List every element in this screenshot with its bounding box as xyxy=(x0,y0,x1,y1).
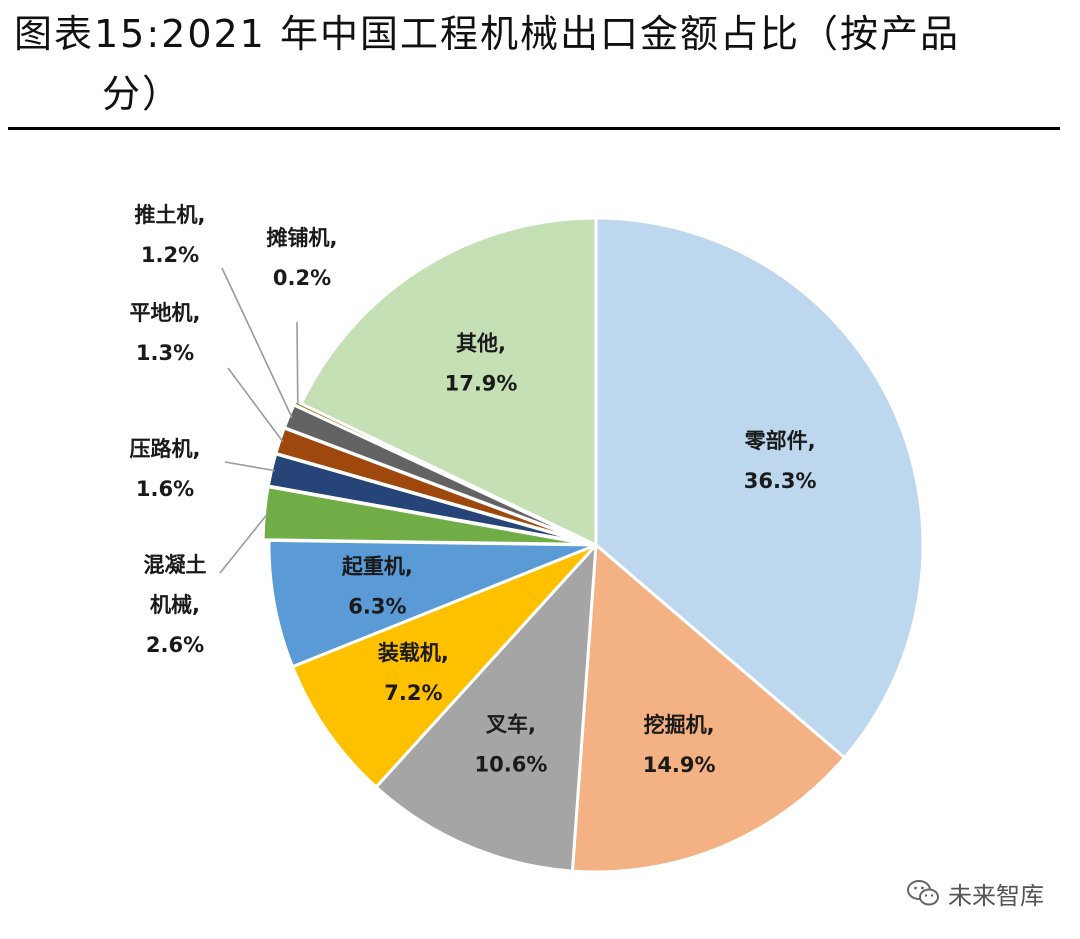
slice-label: 推土机, 1.2% xyxy=(135,203,206,267)
slice-label: 挖掘机, 14.9% xyxy=(643,713,716,777)
slice-label-line: 6.3% xyxy=(348,595,406,619)
pie-slice xyxy=(299,216,598,547)
slice-label: 起重机, 6.3% xyxy=(341,555,413,619)
slice-label-line: 平地机, xyxy=(130,301,201,325)
slice-label-line: 0.2% xyxy=(273,266,331,290)
slice-label-line: 装载机, xyxy=(378,641,449,665)
leader-line xyxy=(224,461,275,472)
slice-label: 叉车, 10.6% xyxy=(475,712,548,776)
slice-label-line: 7.2% xyxy=(384,681,442,705)
pie-slice xyxy=(267,538,598,669)
leader-line xyxy=(296,321,299,405)
pie-slice xyxy=(570,543,846,874)
pie-slice xyxy=(374,543,598,873)
slice-label-line: 36.3% xyxy=(744,469,817,493)
slice-label: 混凝土机械, 2.6% xyxy=(144,553,207,657)
slice-label-line: 1.6% xyxy=(136,477,194,501)
pie-slice xyxy=(594,216,925,760)
slice-label-line: 摊铺机, xyxy=(267,226,338,250)
title-underline xyxy=(8,127,1060,130)
slice-label: 摊铺机, 0.2% xyxy=(267,226,338,290)
pie-slice xyxy=(290,543,598,789)
slice-label: 其他, 17.9% xyxy=(445,331,518,395)
wechat-icon xyxy=(907,880,939,906)
chart-title: 图表15:2021 年中国工程机械出口金额占比（按产品 分） xyxy=(14,4,1064,124)
slice-label: 零部件, 36.3% xyxy=(744,429,817,493)
slice-label-line: 混凝土 xyxy=(144,553,207,577)
leader-line xyxy=(221,267,293,418)
watermark-text: 未来智库 xyxy=(948,881,1044,910)
slice-label-line: 挖掘机, xyxy=(644,713,715,737)
slice-label-line: 起重机, xyxy=(341,555,413,579)
slice-label-line: 压路机, xyxy=(130,437,201,461)
slice-label-line: 14.9% xyxy=(643,753,716,777)
slice-label-line: 10.6% xyxy=(475,752,548,776)
leader-line xyxy=(219,512,269,574)
watermark: 未来智库 xyxy=(906,876,1044,910)
slice-label-line: 其他, xyxy=(456,331,506,355)
slice-label-line: 叉车, xyxy=(485,712,536,736)
chart-title-line1: 图表15:2021 年中国工程机械出口金额占比（按产品 xyxy=(14,12,960,56)
slice-label: 压路机, 1.6% xyxy=(130,437,201,501)
chart-title-line2: 分） xyxy=(102,72,183,116)
slice-label-line: 零部件, xyxy=(744,429,816,453)
slice-label-line: 17.9% xyxy=(445,371,518,395)
slice-label-line: 2.6% xyxy=(146,633,204,657)
leader-line xyxy=(227,367,284,443)
slice-label-line: 1.2% xyxy=(141,243,199,267)
slice-label-line: 推土机, xyxy=(135,203,206,227)
slice-label: 装载机, 7.2% xyxy=(378,641,449,705)
slice-label-line: 机械, xyxy=(150,593,200,617)
slice-label: 平地机, 1.3% xyxy=(130,301,201,365)
slice-label-line: 1.3% xyxy=(136,341,194,365)
